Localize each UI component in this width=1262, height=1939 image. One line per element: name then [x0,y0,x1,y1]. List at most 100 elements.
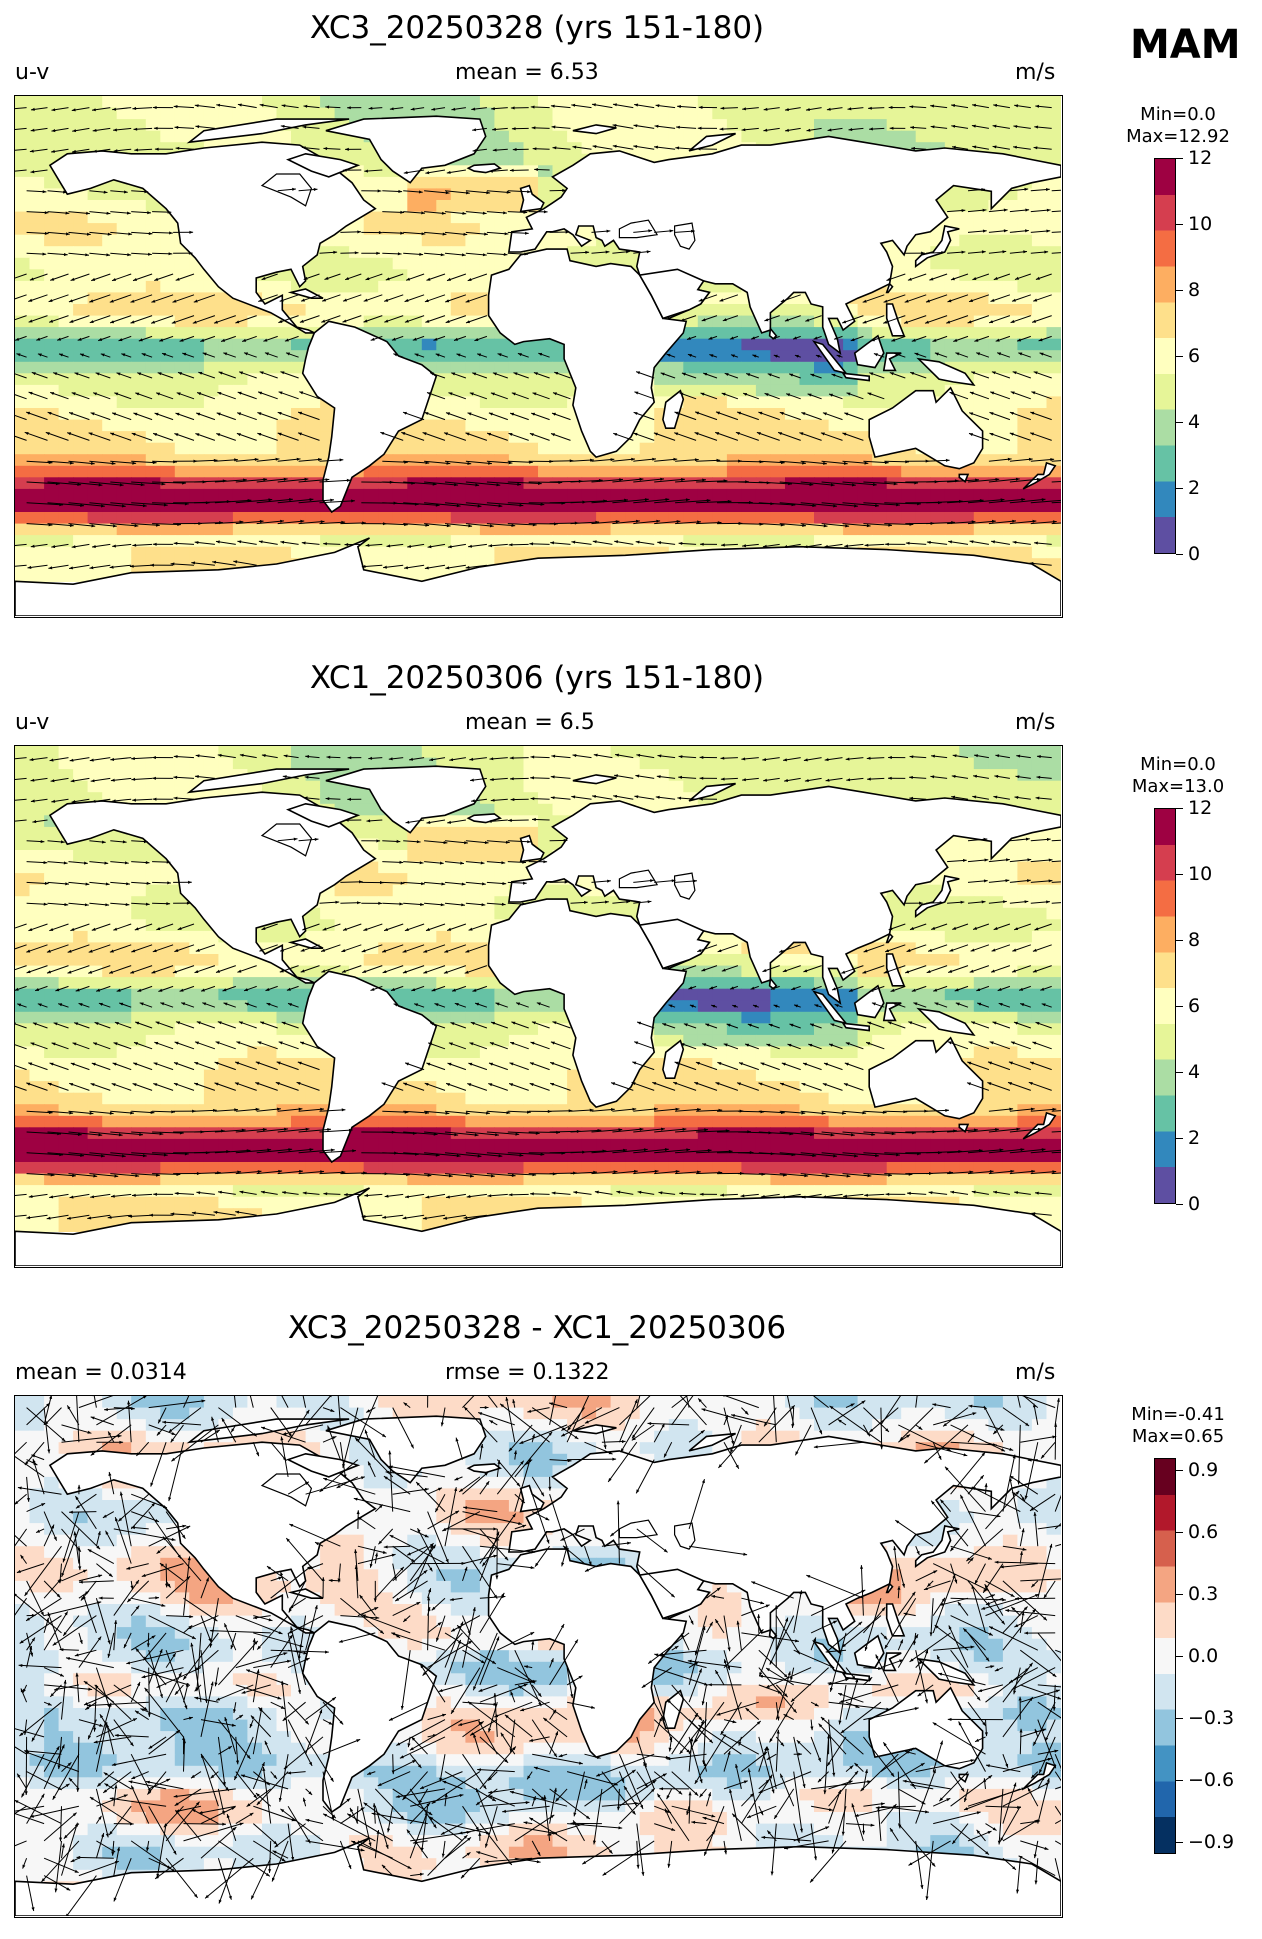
wind-vector [514,1431,553,1478]
wind-vector [26,460,53,464]
wind-vector [950,1441,997,1446]
wind-vector-head [678,775,682,779]
wind-vector [967,1474,985,1495]
wind-vector-head [467,1083,472,1087]
wind-vector-head [1002,250,1007,254]
wind-vector [985,1667,1030,1703]
wind-vector-head [19,1640,24,1644]
land-masses [15,1415,1061,1916]
wind-vector-head [66,1657,70,1661]
wind-vector-head [1019,1551,1023,1555]
wind-vector-head [491,1021,496,1025]
wind-vector [695,1061,718,1071]
landmass-eurasia [507,1435,1061,1655]
landmass-svalbard [572,124,617,135]
wind-vector-head [362,969,367,973]
wind-vector-head [1010,1041,1015,1045]
wind-vector-head [90,1083,95,1087]
wind-vector-head [668,1004,673,1008]
wind-vector-head [995,1128,999,1132]
wind-vector-head [185,1683,189,1688]
wind-vector-head [133,127,138,131]
wind-vector [1029,1061,1052,1071]
wind-vector-head [421,232,426,236]
wind-vector-head [451,372,456,376]
wind-vector [15,373,27,379]
wind-vector-head [141,353,146,357]
wind-vector [967,1632,990,1662]
wind-vector-head [289,1605,294,1609]
wind-vector [444,502,482,507]
wind-vector-head [152,106,157,110]
wind-vector-head [862,320,867,324]
wind-vector [15,1455,45,1478]
wind-vector-head [694,1651,698,1656]
wind-vector [862,315,885,324]
wind-vector-head [67,949,72,953]
wind-vector [1034,1512,1039,1547]
inland-water-hudson-bay [260,1473,313,1507]
wind-vector [74,1531,80,1564]
wind-vector-head [661,1127,665,1131]
wind-vector [89,1131,123,1136]
wind-vector-head [122,840,127,844]
wind-vector [266,1565,289,1582]
wind-vector [909,1632,951,1663]
wind-vector-head [59,1648,64,1652]
wind-vector-head [970,948,975,952]
wind-vector [1030,521,1057,525]
wind-vector-head [382,949,387,953]
wind-vector [31,1719,45,1742]
wind-vector [478,1412,515,1426]
wind-vector [687,1660,742,1669]
wind-vector-head [24,432,29,435]
wind-vector [884,1152,921,1155]
wind-vector-head [382,1550,387,1554]
wind-vector-head [292,187,296,191]
wind-vector-head [171,320,176,324]
wind-vector [1020,1435,1057,1443]
wind-vector-head [53,1022,58,1026]
wind-vector-head [386,544,391,548]
wind-vector-head [384,319,389,323]
landmass-antarctica [15,1837,1061,1916]
wind-vector-head [237,412,242,416]
wind-vector [884,523,914,525]
landmass-madagascar [662,389,685,429]
wind-vector-head [984,1584,988,1589]
wind-vector-head [981,250,986,254]
wind-vector [403,460,430,464]
wind-vector-head [550,1062,555,1066]
wind-vector [47,1612,62,1651]
wind-vector-head [62,1558,66,1563]
wind-vector-head [506,1111,511,1115]
wind-vector-head [405,1062,409,1066]
wind-vector-head [505,840,510,844]
wind-vector-head [443,970,448,974]
wind-vector [723,1441,740,1470]
wind-vector-head [793,1709,797,1713]
wind-vector-head [461,253,466,257]
wind-vector-head [319,1709,323,1714]
wind-vector-head [446,412,450,416]
wind-vector [444,1632,497,1665]
wind-vector-head [665,498,670,502]
wind-vector-head [299,1169,303,1173]
wind-vector [828,1400,866,1426]
wind-vector [305,1696,337,1721]
wind-vector-head [563,1545,567,1550]
wind-vector-head [176,1021,181,1025]
wind-vector-head [70,779,75,783]
wind-vector [723,1659,742,1720]
wind-vector-head [698,105,703,109]
wind-vector [107,1632,115,1658]
wind-vector [528,481,563,483]
wind-vector-head [563,838,568,842]
wind-vector-head [508,543,513,547]
wind-vector-head [288,1003,292,1007]
wind-vector [985,1441,1014,1451]
wind-vector-head [346,478,351,482]
wind-vector-head [888,755,892,759]
wind-vector-head [481,1660,485,1664]
wind-vector-head [154,412,159,416]
